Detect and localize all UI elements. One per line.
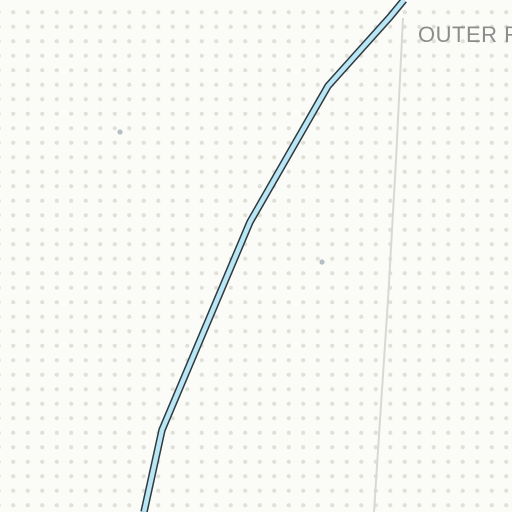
boundary-line bbox=[373, 17, 404, 512]
waterway-line[interactable] bbox=[141, 0, 406, 512]
poi-marker[interactable] bbox=[319, 259, 325, 265]
waterway-casing bbox=[140, 0, 407, 512]
poi-marker[interactable] bbox=[117, 129, 123, 135]
place-label: OUTER R bbox=[418, 22, 512, 47]
